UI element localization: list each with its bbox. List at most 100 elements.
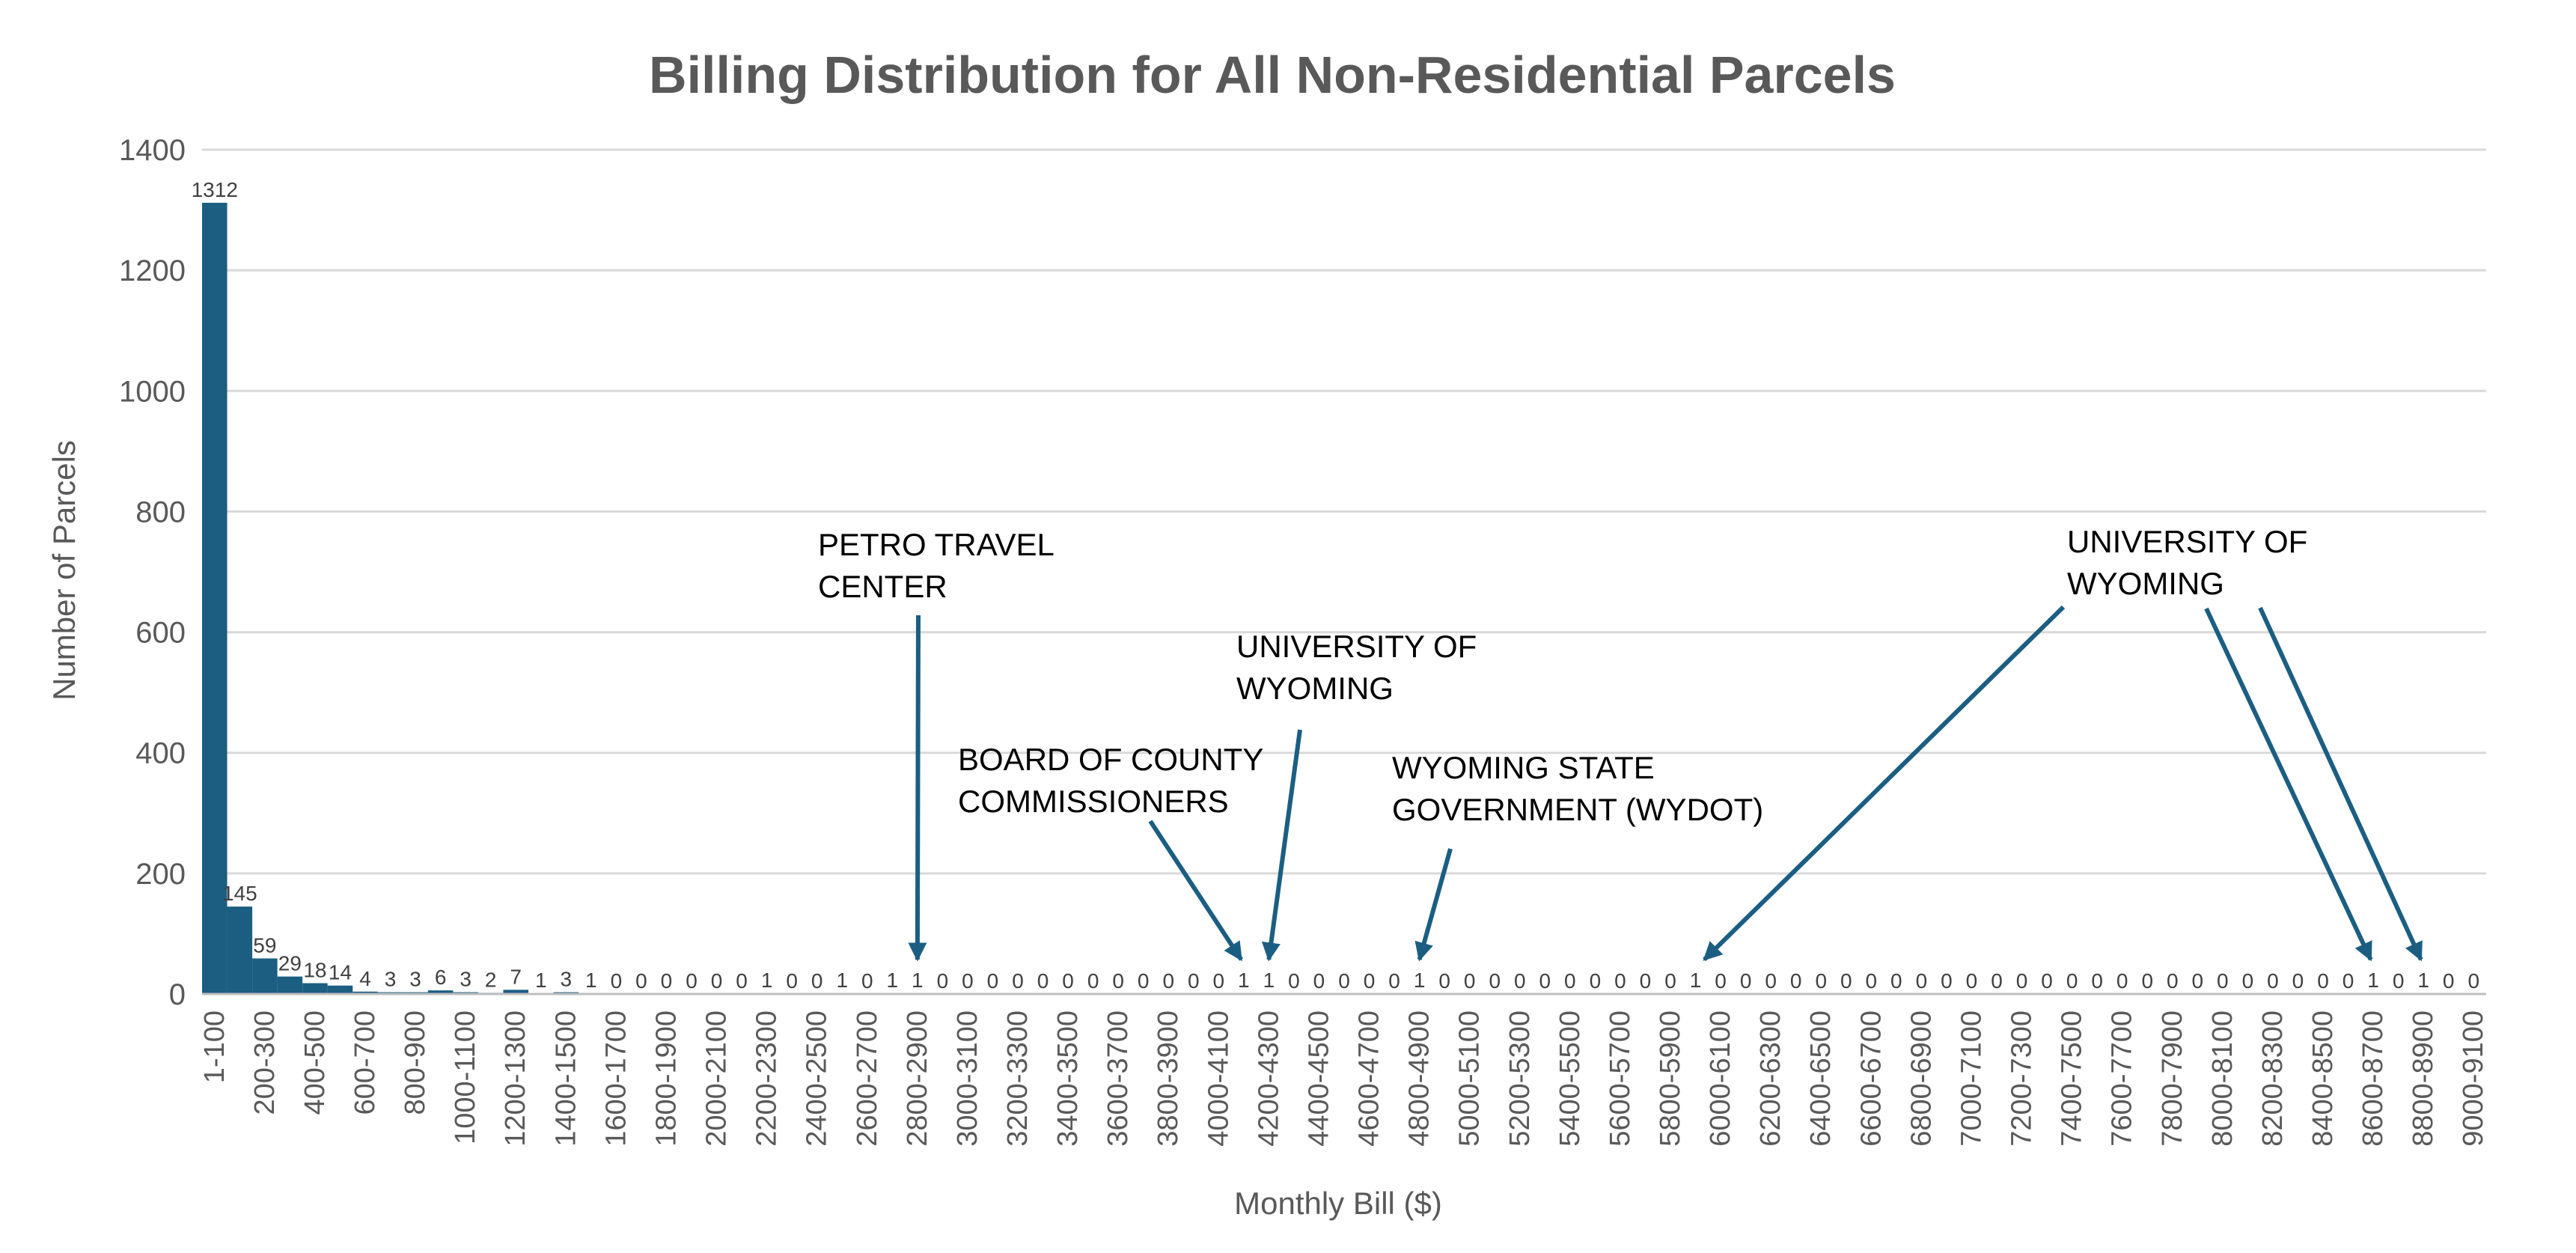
data-label: 0 xyxy=(1112,969,1124,993)
bar xyxy=(427,990,454,994)
data-label: 0 xyxy=(2217,969,2229,993)
data-label: 0 xyxy=(1664,969,1676,993)
data-label: 0 xyxy=(661,969,673,993)
annotations: PETRO TRAVEL CENTER BOARD OF COUNTY COMMISS… xyxy=(818,524,2423,962)
x-tick-label: 4400-4500 xyxy=(1303,1010,1334,1147)
data-label: 1 xyxy=(912,969,924,992)
bar xyxy=(327,985,353,994)
data-label: 1 xyxy=(1263,969,1275,992)
annotation-arrow xyxy=(1703,605,2066,962)
x-tick-label: 9000-9100 xyxy=(2458,1010,2489,1147)
x-tick-label: 6400-6500 xyxy=(1805,1010,1837,1147)
annotation-arrow xyxy=(2204,607,2373,962)
data-label: 0 xyxy=(2292,969,2304,993)
data-label: 0 xyxy=(2467,969,2479,993)
data-label: 0 xyxy=(2393,969,2405,993)
data-label: 0 xyxy=(2066,969,2078,993)
data-label: 0 xyxy=(1991,969,2003,993)
x-tick-label: 1800-1900 xyxy=(650,1010,682,1147)
data-label: 0 xyxy=(1062,969,1074,993)
data-label: 1 xyxy=(1238,969,1250,992)
x-tick-label: 3600-3700 xyxy=(1102,1010,1134,1147)
x-tick-label: 200-300 xyxy=(249,1010,281,1115)
data-label: 0 xyxy=(711,969,723,993)
y-tick-label: 200 xyxy=(135,858,186,891)
x-tick-label: 6600-6700 xyxy=(1855,1010,1887,1147)
data-label: 3 xyxy=(460,968,471,991)
data-label: 0 xyxy=(1765,969,1777,993)
bar xyxy=(252,958,278,994)
data-label: 0 xyxy=(2116,969,2128,993)
y-tick-label: 1200 xyxy=(119,254,186,287)
data-label: 0 xyxy=(2091,969,2103,993)
data-label: 14 xyxy=(329,961,352,984)
x-tick-label: 6200-6300 xyxy=(1755,1010,1786,1147)
data-label: 0 xyxy=(2342,969,2354,993)
data-label: 0 xyxy=(1740,969,1752,993)
annotation-label: WYOMING xyxy=(1236,671,1394,706)
x-tick-label: 7800-7900 xyxy=(2157,1010,2188,1147)
y-axis-title: Number of Parcels xyxy=(46,440,82,701)
data-label: 0 xyxy=(962,969,974,993)
x-tick-label: 4600-4700 xyxy=(1354,1010,1385,1147)
data-label: 0 xyxy=(1438,969,1450,993)
annotation-label: COMMISSIONERS xyxy=(958,784,1229,819)
bar xyxy=(302,983,328,994)
x-tick-label: 2400-2500 xyxy=(802,1010,833,1147)
data-label: 6 xyxy=(435,966,447,989)
data-label: 1 xyxy=(1690,969,1702,992)
y-tick-label: 600 xyxy=(135,617,186,650)
data-label: 18 xyxy=(303,958,326,981)
x-tick-label: 2800-2900 xyxy=(902,1010,933,1147)
x-tick-label: 600-700 xyxy=(350,1010,381,1115)
gridlines xyxy=(202,148,2486,875)
data-label: 0 xyxy=(1213,969,1225,993)
x-tick-label: 8400-8500 xyxy=(2307,1010,2339,1147)
y-tick-label: 400 xyxy=(135,737,186,770)
data-label: 0 xyxy=(2041,969,2053,993)
data-label: 1 xyxy=(761,969,773,992)
data-label: 0 xyxy=(2141,969,2153,993)
x-tick-label: 5600-5700 xyxy=(1605,1010,1636,1147)
data-label: 4 xyxy=(359,967,371,990)
data-label: 0 xyxy=(786,969,798,993)
data-label: 0 xyxy=(1338,969,1350,993)
y-tick-label: 800 xyxy=(135,496,186,528)
x-tick-label: 3000-3100 xyxy=(952,1010,983,1147)
y-tick-label: 1400 xyxy=(119,134,186,167)
x-tick-label: 4800-4900 xyxy=(1404,1010,1435,1147)
y-tick-label: 1000 xyxy=(119,375,186,408)
bar xyxy=(227,906,253,994)
data-label: 1 xyxy=(836,969,848,992)
annotation-label: GOVERNMENT (WYDOT) xyxy=(1392,792,1763,827)
x-tick-label: 6800-6900 xyxy=(1905,1010,1937,1147)
data-label: 0 xyxy=(1640,969,1652,993)
annotation-arrow xyxy=(1414,848,1453,962)
x-tick-label: 400-500 xyxy=(299,1010,331,1115)
data-label: 0 xyxy=(1364,969,1376,993)
x-tick-label: 5200-5300 xyxy=(1504,1010,1536,1147)
x-tick-label: 4200-4300 xyxy=(1253,1010,1284,1147)
x-tick-label: 5400-5500 xyxy=(1554,1010,1586,1147)
data-label: 3 xyxy=(385,968,397,991)
bar xyxy=(503,990,528,994)
data-label: 0 xyxy=(1590,969,1602,993)
annotation-arrow xyxy=(2258,606,2423,962)
x-tick-label: 3800-3900 xyxy=(1153,1010,1184,1147)
data-label: 0 xyxy=(811,969,823,993)
x-tick-label: 8600-8700 xyxy=(2357,1010,2389,1147)
data-label: 0 xyxy=(1890,969,1902,993)
data-label: 2 xyxy=(485,968,497,991)
data-label: 0 xyxy=(937,969,949,993)
data-label: 0 xyxy=(1941,969,1953,993)
x-axis-title: Monthly Bill ($) xyxy=(1234,1186,1442,1221)
data-label: 0 xyxy=(2167,969,2179,993)
bar xyxy=(277,976,303,994)
annotation-arrow xyxy=(1261,729,1302,962)
x-tick-label: 5000-5100 xyxy=(1454,1010,1486,1147)
x-tick-label: 3200-3300 xyxy=(1002,1010,1034,1147)
x-tick-label: 800-900 xyxy=(400,1010,431,1115)
data-label: 0 xyxy=(2443,969,2455,993)
